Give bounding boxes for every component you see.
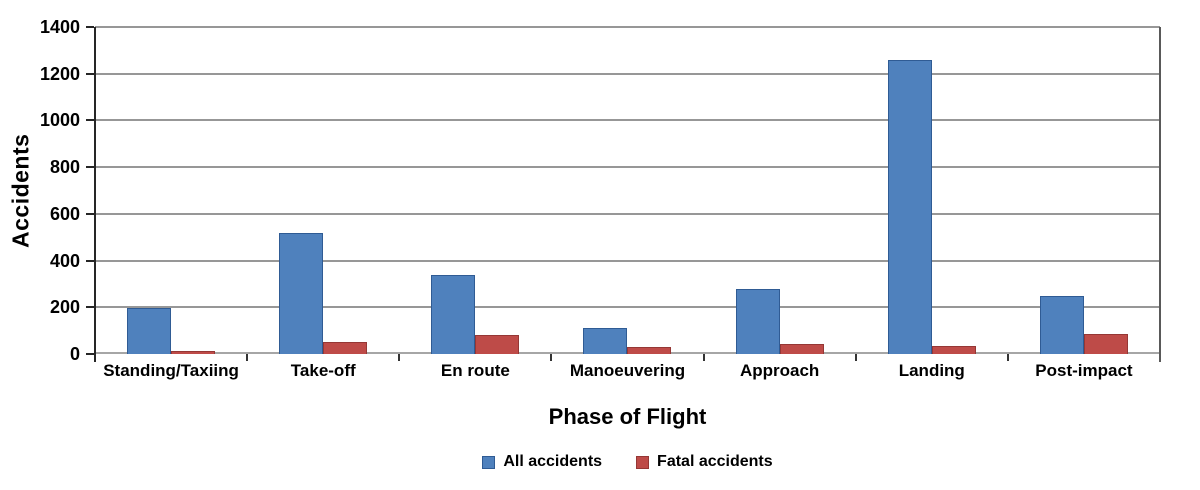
bar-all-accidents-manoeuvering bbox=[583, 328, 628, 354]
legend-swatch-all-accidents bbox=[482, 455, 496, 469]
y-tick-mark bbox=[86, 306, 94, 309]
x-tick-mark bbox=[702, 354, 705, 361]
bar-fatal-accidents-standing-taxiing bbox=[171, 351, 216, 354]
bar-group-landing bbox=[887, 59, 976, 354]
plot-area bbox=[86, 26, 1161, 362]
x-axis-category-labels: Standing/Taxiing Take-off En route Manoeuve… bbox=[95, 361, 1160, 381]
legend-label-all-accidents: All accidents bbox=[503, 453, 603, 470]
y-tick-mark bbox=[86, 26, 94, 28]
gridline-600 bbox=[95, 212, 1160, 215]
bar-fatal-accidents-approach bbox=[779, 343, 824, 354]
y-tick-label-1000: 1000 bbox=[39, 110, 80, 131]
bar-group-take-off bbox=[279, 232, 368, 354]
gridline-1000 bbox=[95, 119, 1160, 122]
bar-fatal-accidents-manoeuvering bbox=[627, 347, 672, 354]
y-tick-label-1200: 1200 bbox=[39, 63, 80, 84]
category-post-impact bbox=[1008, 27, 1160, 354]
legend-item-all-accidents: All accidents bbox=[482, 453, 602, 471]
category-standing-taxiing bbox=[95, 27, 247, 354]
bar-fatal-accidents-post-impact bbox=[1083, 334, 1128, 354]
bar-all-accidents-take-off bbox=[279, 232, 324, 354]
x-category-label-landing: Landing bbox=[898, 361, 965, 380]
bar-all-accidents-standing-taxiing bbox=[127, 308, 172, 354]
bar-group-en-route bbox=[431, 274, 520, 354]
x-tick-mark bbox=[398, 354, 401, 361]
x-tick-mark bbox=[854, 354, 857, 361]
gridline-1200 bbox=[95, 72, 1160, 75]
legend-label-fatal-accidents: Fatal accidents bbox=[657, 453, 773, 470]
gridline-200 bbox=[95, 306, 1160, 309]
x-category-label-approach: Approach bbox=[739, 361, 820, 380]
bar-group-approach bbox=[735, 288, 824, 354]
bar-all-accidents-en-route bbox=[431, 274, 476, 354]
y-tick-label-600: 600 bbox=[49, 203, 80, 224]
legend-item-fatal-accidents: Fatal accidents bbox=[636, 453, 773, 471]
x-tick-mark bbox=[1006, 354, 1009, 361]
x-category-label-manoeuvering: Manoeuvering bbox=[569, 361, 686, 380]
bar-fatal-accidents-take-off bbox=[323, 342, 368, 354]
bar-group-standing-taxiing bbox=[127, 308, 216, 354]
bars-layer bbox=[95, 27, 1160, 354]
y-tick-mark bbox=[86, 212, 94, 215]
x-category-label-take-off: Take-off bbox=[290, 361, 356, 380]
x-tick-mark bbox=[550, 354, 553, 361]
x-category-label-en-route: En route bbox=[440, 361, 510, 380]
category-landing bbox=[856, 27, 1008, 354]
bar-fatal-accidents-en-route bbox=[475, 335, 520, 354]
y-tick-label-1400: 1400 bbox=[39, 17, 80, 37]
bar-all-accidents-landing bbox=[887, 59, 932, 354]
bar-all-accidents-approach bbox=[735, 288, 780, 354]
plot-right-border bbox=[1159, 27, 1161, 362]
y-tick-label-0: 0 bbox=[69, 344, 80, 364]
legend: All accidents Fatal accidents bbox=[95, 450, 1160, 474]
y-tick-label-400: 400 bbox=[49, 250, 80, 271]
legend-swatch-fatal-accidents bbox=[636, 455, 650, 469]
y-axis-line bbox=[94, 27, 96, 362]
x-tick-mark bbox=[246, 354, 249, 361]
gridline-800 bbox=[95, 166, 1160, 169]
category-manoeuvering bbox=[551, 27, 703, 354]
bar-all-accidents-post-impact bbox=[1039, 295, 1084, 354]
y-tick-mark bbox=[86, 166, 94, 169]
y-tick-label-200: 200 bbox=[49, 297, 80, 318]
y-tick-label-800: 800 bbox=[49, 157, 80, 178]
category-approach bbox=[704, 27, 856, 354]
gridline-1400 bbox=[95, 26, 1160, 28]
category-en-route bbox=[399, 27, 551, 354]
category-take-off bbox=[247, 27, 399, 354]
x-category-label-standing-taxiing: Standing/Taxiing bbox=[103, 361, 239, 380]
x-axis-title: Phase of Flight bbox=[548, 404, 707, 429]
y-axis-tick-labels: 0 200 400 600 800 1000 1200 1400 bbox=[0, 17, 80, 364]
y-tick-mark bbox=[86, 72, 94, 75]
bar-fatal-accidents-landing bbox=[931, 345, 976, 354]
bar-group-post-impact bbox=[1039, 295, 1128, 354]
x-category-label-post-impact: Post-impact bbox=[1035, 361, 1133, 380]
gridline-400 bbox=[95, 259, 1160, 262]
y-tick-mark bbox=[86, 119, 94, 122]
bar-group-manoeuvering bbox=[583, 328, 672, 354]
y-tick-mark bbox=[86, 259, 94, 262]
y-tick-mark bbox=[86, 353, 94, 355]
